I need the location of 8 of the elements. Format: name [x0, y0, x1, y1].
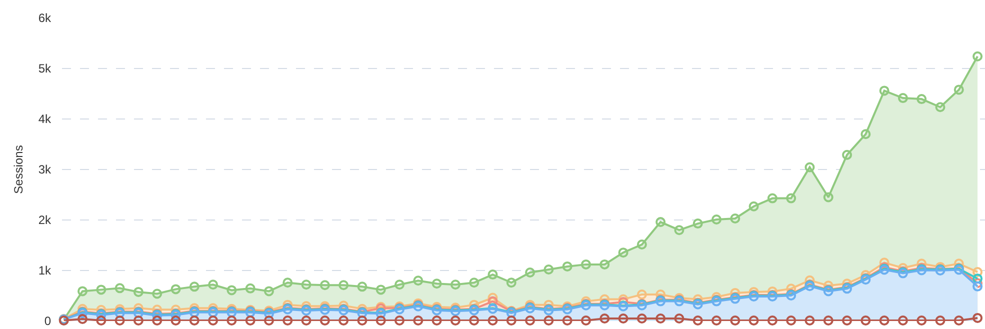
y-tick-label: 1k [38, 264, 52, 278]
y-tick-label: 3k [38, 162, 52, 177]
y-tick-label: 6k [38, 11, 52, 26]
y-tick-label: 4k [38, 112, 52, 126]
y-axis-title: Sessions [12, 145, 26, 194]
y-tick-label: 2k [38, 213, 52, 228]
y-tick-label: 0 [44, 314, 52, 328]
y-tick-label: 5k [38, 62, 52, 76]
